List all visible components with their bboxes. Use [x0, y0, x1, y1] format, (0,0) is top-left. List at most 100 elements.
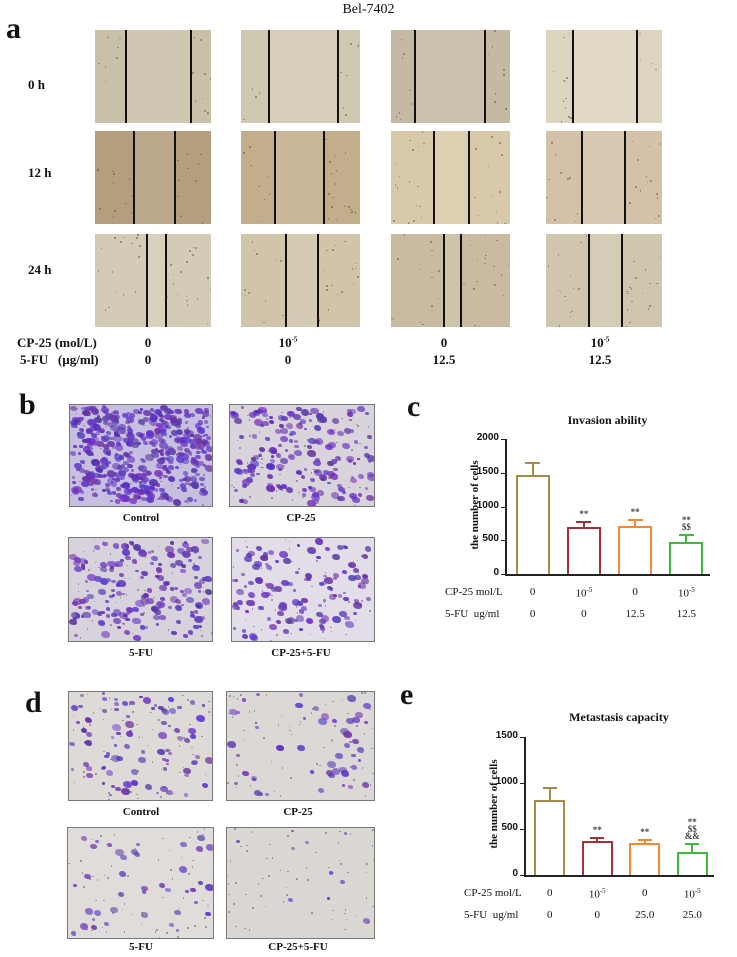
scratch-image-0h-2	[241, 30, 360, 123]
scratch-edge-line	[588, 234, 590, 327]
x-row-value: 0	[511, 586, 555, 598]
cp25-label: CP-25 (mol/L)	[17, 335, 97, 351]
value-text: 12.5	[626, 608, 645, 620]
significance-marker: **	[582, 827, 612, 834]
scratch-image-12h-4	[546, 131, 662, 224]
label-b-cp25-5fu: CP-25+5-FU	[231, 647, 371, 659]
value-text: 10	[678, 588, 689, 600]
label-d-control: Control	[71, 806, 211, 818]
value-text: 0	[547, 887, 553, 899]
x-row-value: 0	[623, 887, 667, 899]
y-tick-label: 1500	[478, 730, 518, 741]
value-exponent: -5	[600, 887, 606, 895]
fu-label: 5-FU (µg/ml)	[20, 352, 99, 368]
x-row-value: 25.0	[670, 909, 714, 921]
y-axis-label: the number of cells	[469, 450, 481, 560]
scratch-edge-line	[285, 234, 287, 327]
x-row-label: 5-FU ug/ml	[445, 608, 499, 620]
chart-title: Metastasis capacity	[524, 710, 714, 725]
label-d-cp25-5fu: CP-25+5-FU	[228, 941, 368, 953]
scratch-edge-line	[572, 30, 574, 123]
x-row-label: CP-25 mol/L	[445, 586, 503, 598]
scratch-edge-line	[443, 234, 445, 327]
invasion-image-3	[68, 537, 213, 642]
figure-title: Bel-7402	[0, 2, 737, 18]
cp25-value-4: 10-5	[570, 335, 630, 351]
value-text: 0	[581, 608, 587, 620]
y-tick-mark	[520, 737, 524, 738]
value-exponent: -5	[689, 586, 695, 594]
x-row-value: 0	[528, 887, 572, 899]
scratch-image-24h-4	[546, 234, 662, 327]
value-text: 25.0	[683, 909, 702, 921]
panel-letter-b: b	[19, 390, 36, 420]
cp25-value-1: 0	[118, 335, 178, 351]
bar-cp-25-5-fu	[677, 852, 708, 875]
y-tick-mark	[520, 783, 524, 784]
x-row-value: 0	[613, 586, 657, 598]
fu-value-4: 12.5	[570, 352, 630, 368]
significance-marker: **	[630, 829, 660, 836]
migration-image-1	[68, 691, 213, 801]
panel-letter-e: e	[400, 680, 413, 710]
error-bar-cap	[679, 534, 694, 536]
y-tick-mark	[501, 473, 505, 474]
scratch-edge-line	[581, 131, 583, 224]
y-tick-mark	[501, 507, 505, 508]
scratch-edge-line	[636, 30, 638, 123]
time-label-12h: 12 h	[28, 165, 51, 181]
y-axis-line	[524, 737, 526, 875]
error-bar-cap	[543, 787, 557, 789]
scratch-edge-line	[621, 234, 623, 327]
x-row-value: 12.5	[664, 608, 708, 620]
x-row-value: 0	[562, 608, 606, 620]
y-tick-label: 0	[478, 868, 518, 879]
fu-value-2: 0	[258, 352, 318, 368]
scratch-image-12h-3	[391, 131, 510, 224]
x-axis-line	[524, 875, 714, 877]
value-text: 0	[595, 909, 601, 921]
scratch-edge-line	[484, 30, 486, 123]
value-text: 12.5	[677, 608, 696, 620]
x-row-value: 10-5	[575, 887, 619, 901]
error-bar-cap	[685, 843, 699, 845]
error-bar-cap	[590, 837, 604, 839]
x-row-label: 5-FU ug/ml	[464, 909, 518, 921]
value-text: 10	[684, 889, 695, 901]
value-text: 10	[575, 588, 586, 600]
error-bar-cap	[638, 839, 652, 841]
migration-image-4	[226, 827, 375, 939]
scratch-image-24h-2	[241, 234, 360, 327]
scratch-edge-line	[323, 131, 325, 224]
scratch-edge-line	[133, 131, 135, 224]
time-label-0h: 0 h	[28, 77, 45, 93]
cp25-value-2: 10-5	[258, 335, 318, 351]
scratch-edge-line	[274, 131, 276, 224]
value-text: 10	[589, 889, 600, 901]
bar-control	[516, 475, 550, 574]
migration-image-3	[67, 827, 214, 939]
bar-5-fu	[618, 526, 652, 574]
x-row-label: CP-25 mol/L	[464, 887, 522, 899]
y-tick-label: 2000	[459, 432, 499, 443]
scratch-image-24h-3	[391, 234, 510, 327]
x-row-value: 0	[511, 608, 555, 620]
value-text: 0	[642, 887, 648, 899]
scratch-edge-line	[624, 131, 626, 224]
scratch-edge-line	[317, 234, 319, 327]
scratch-image-0h-4	[546, 30, 662, 123]
label-d-5fu: 5-FU	[71, 941, 211, 953]
panel-letter-a: a	[6, 14, 21, 44]
panel-letter-d: d	[25, 688, 42, 718]
scratch-edge-line	[174, 131, 176, 224]
scratch-edge-line	[146, 234, 148, 327]
y-tick-mark	[520, 829, 524, 830]
cp25-value-3: 0	[414, 335, 474, 351]
scratch-image-12h-2	[241, 131, 360, 224]
value-exponent: -5	[586, 586, 592, 594]
invasion-image-2	[229, 404, 375, 507]
x-row-value: 10-5	[664, 586, 708, 600]
y-axis-label: the number of cells	[488, 749, 500, 859]
migration-image-2	[226, 691, 375, 801]
value-text: 0	[530, 586, 536, 598]
